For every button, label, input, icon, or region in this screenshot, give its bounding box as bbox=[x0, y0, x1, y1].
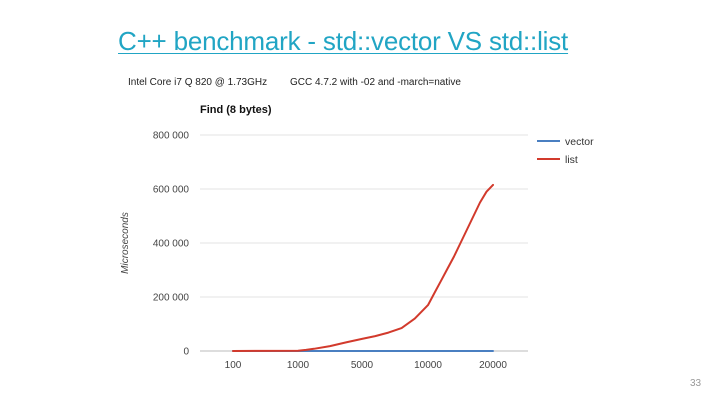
chart-title: Find (8 bytes) bbox=[200, 104, 272, 116]
legend: vector list bbox=[537, 136, 594, 166]
y-tick-label: 600 000 bbox=[153, 185, 190, 196]
series-line-list bbox=[232, 183, 494, 352]
x-tick-label: 20000 bbox=[479, 360, 507, 371]
x-tick-label: 1000 bbox=[287, 360, 310, 371]
y-axis-label: Microseconds bbox=[120, 212, 131, 274]
x-tick-label: 100 bbox=[225, 360, 242, 371]
x-tick-label: 5000 bbox=[351, 360, 374, 371]
grid-lines bbox=[200, 134, 528, 352]
slide-title: C++ benchmark - std::vector VS std::list bbox=[118, 26, 569, 56]
x-tick-label: 10000 bbox=[414, 360, 442, 371]
legend-label-list: list bbox=[565, 154, 578, 166]
y-tick-label: 200 000 bbox=[153, 293, 190, 304]
series-lines bbox=[232, 183, 494, 352]
y-tick-label: 400 000 bbox=[153, 239, 190, 250]
y-axis-ticks: 0 200 000 400 000 600 000 800 000 bbox=[153, 131, 190, 358]
legend-label-vector: vector bbox=[565, 136, 594, 148]
y-tick-label: 0 bbox=[183, 347, 189, 358]
page-number: 33 bbox=[690, 378, 702, 389]
x-axis-ticks: 100 1000 5000 10000 20000 bbox=[225, 360, 508, 371]
hardware-subtitle: Intel Core i7 Q 820 @ 1.73GHz bbox=[128, 77, 268, 88]
compiler-subtitle: GCC 4.7.2 with -02 and -march=native bbox=[290, 77, 461, 88]
y-tick-label: 800 000 bbox=[153, 131, 190, 142]
